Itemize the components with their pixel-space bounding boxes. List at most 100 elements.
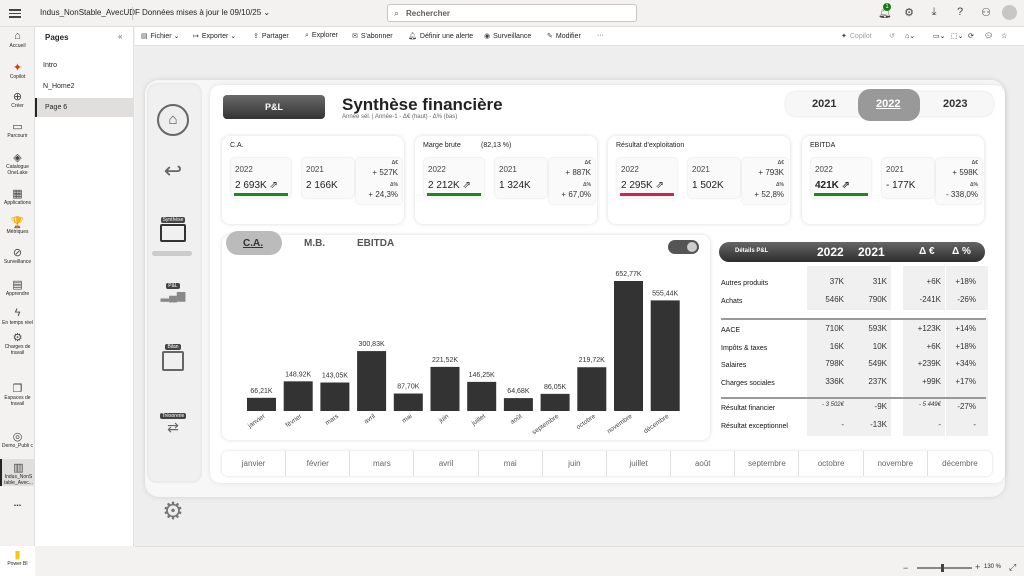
year-2021[interactable]: 2021 <box>812 98 837 110</box>
toggle-switch[interactable] <box>668 240 699 254</box>
bar-mars[interactable] <box>320 382 350 411</box>
more-button[interactable]: ··· <box>597 32 604 39</box>
rail-item-applications[interactable]: ▦ Applications <box>0 187 35 206</box>
slicer-month-0[interactable]: janvier <box>222 451 287 476</box>
page-item-home2[interactable]: N_Home2 <box>43 83 75 90</box>
data-updated-dropdown[interactable]: Données mises à jour le 09/10/25 ⌄ <box>142 8 270 17</box>
bar-août[interactable] <box>503 398 533 411</box>
rail-item-apprendre[interactable]: ▤ Apprendre <box>0 278 35 297</box>
back-arrow-icon[interactable]: ↩ <box>163 158 183 183</box>
rail-item-cr-er[interactable]: ⊕ Créer <box>0 90 35 109</box>
collapse-icon[interactable]: « <box>118 32 123 41</box>
avatar[interactable] <box>1002 5 1017 20</box>
rail-item-surveillance[interactable]: ⊘ Surveillance <box>0 246 35 265</box>
kpi-previous-box: 2021 - 177K <box>882 158 934 198</box>
slicer-month-7[interactable]: août <box>671 451 736 476</box>
slicer-month-4[interactable]: mai <box>479 451 543 476</box>
tab-ebitda[interactable]: EBITDA <box>357 238 395 249</box>
surveillance-button[interactable]: ◉ Surveillance <box>484 33 532 40</box>
bookmark-icon[interactable]: ⌂⌄ <box>905 33 916 40</box>
set-alert-button[interactable]: 🔔︎ Définir une alerte <box>408 33 474 40</box>
star-icon[interactable]: ☆ <box>1001 33 1008 40</box>
slicer-month-8[interactable]: septembre <box>735 451 800 476</box>
nav-pl[interactable]: P&L ▂▄▆ <box>157 279 189 302</box>
rail-item-demo-publi-c[interactable]: ◎ Demo_Publi c <box>0 430 35 449</box>
slicer-month-2[interactable]: mars <box>350 451 415 476</box>
rail-item-more[interactable]: ... <box>0 499 35 508</box>
rail-item-copilot[interactable]: ✦ Copilot <box>0 61 35 80</box>
comment-icon[interactable]: 💬︎ <box>984 33 993 40</box>
rail-item-power-bi[interactable]: ▮ Power BI <box>0 546 35 576</box>
slicer-month-11[interactable]: décembre <box>942 459 978 468</box>
bar-novembre[interactable] <box>614 281 643 411</box>
tab-mb[interactable]: M.B. <box>304 238 326 249</box>
pl-row-delta-pct: +34% <box>955 359 976 368</box>
bar-mai[interactable] <box>393 393 423 411</box>
download-icon[interactable]: ⤓ <box>931 6 937 18</box>
copilot-button[interactable]: ✦ Copilot <box>841 33 872 40</box>
slicer-month-9[interactable]: octobre <box>800 451 864 476</box>
bar-juin[interactable] <box>430 366 460 411</box>
rail-item-indus-nons-table-avec[interactable]: ▥ Indus_NonS table_Avec... <box>0 459 35 486</box>
share-button[interactable]: ⇪ Partager <box>253 33 289 40</box>
rail-item-charges-de-travail[interactable]: ⚙ Charges de travail <box>0 331 35 356</box>
bar-février[interactable] <box>283 381 313 411</box>
bar-juillet[interactable] <box>467 381 497 411</box>
fit-page-icon[interactable]: ⤢ <box>1009 562 1017 572</box>
gear-icon[interactable]: ⚙ <box>904 7 914 19</box>
tab-ca[interactable]: C.A. <box>243 238 263 249</box>
rail-item-parcourir[interactable]: ▭ Parcourir <box>0 120 35 139</box>
home-icon[interactable]: ⌂ <box>157 104 189 136</box>
people-icon[interactable]: ⚇ <box>981 7 991 19</box>
pl-row-label: Salaires <box>721 362 747 369</box>
subscribe-button[interactable]: ✉ S'abonner <box>352 33 393 40</box>
nav-bilan[interactable]: Bilan <box>157 340 189 371</box>
app-launcher-icon[interactable] <box>9 9 21 19</box>
help-icon[interactable]: ? <box>956 6 964 18</box>
rail-item-en-temps-r-el[interactable]: ϟ En temps réel <box>0 307 35 326</box>
slicer-month-3[interactable]: avril <box>415 451 479 476</box>
year-2023[interactable]: 2023 <box>943 98 968 110</box>
rail-parcourir-icon: ▭ <box>12 121 23 133</box>
bar-janvier[interactable] <box>247 397 276 411</box>
report-title[interactable]: Indus_NonStable_AvecUDF <box>40 8 140 17</box>
zoom-in-icon[interactable]: + <box>975 562 981 572</box>
bar-avril[interactable] <box>357 351 387 411</box>
month-slicer <box>222 451 992 476</box>
slicer-month-10[interactable]: novembre <box>864 451 928 476</box>
fit-icon[interactable]: ⬚⌄ <box>951 33 964 40</box>
bar-chart-icon: ▂▄▆ <box>160 290 186 302</box>
zoom-slider-knob[interactable] <box>941 564 944 572</box>
nav-tresorerie[interactable]: Trésorerie ⇄ <box>157 409 189 436</box>
explore-button[interactable]: ⌕ Explorer <box>305 32 338 39</box>
nav-synthese[interactable]: Synthèse <box>157 213 189 242</box>
page-item-intro[interactable]: Intro <box>43 62 58 69</box>
zoom-out-icon[interactable]: − <box>903 563 909 573</box>
rail-item-catalogue-onelake[interactable]: ◈ Catalogue OneLake <box>0 151 35 176</box>
refresh-icon[interactable]: ⟳ <box>968 33 974 40</box>
view-icon[interactable]: ▭⌄ <box>933 33 946 40</box>
bar-décembre[interactable] <box>650 300 680 411</box>
page-item-page6[interactable]: Page 6 <box>35 98 133 117</box>
pl-separator <box>721 397 986 399</box>
reset-icon[interactable]: ↺ <box>889 33 895 40</box>
slicer-month-1[interactable]: février <box>286 451 351 476</box>
edit-button[interactable]: ✎ Modifier <box>547 33 581 40</box>
pl-button[interactable]: P&L <box>223 95 325 119</box>
slicer-month-6[interactable]: juillet <box>607 451 672 476</box>
bar-octobre[interactable] <box>577 367 607 411</box>
zoom-slider[interactable] <box>917 567 972 569</box>
bar-septembre[interactable] <box>540 393 570 411</box>
export-menu[interactable]: ↦ Exporter ⌄ <box>193 33 237 40</box>
settings-gear-icon[interactable]: ⚙ <box>162 498 184 525</box>
bar-value-label: 87,70K <box>397 384 420 391</box>
x-tick-label: décembre <box>643 413 671 436</box>
search-input[interactable]: ⌕ Rechercher <box>387 4 637 22</box>
slicer-month-5[interactable]: juin <box>543 451 607 476</box>
file-menu[interactable]: ▤ Fichier ⌄ <box>141 33 180 40</box>
rail-item-accueil[interactable]: ⌂ Accueil <box>0 30 35 49</box>
bar-value-label: 555,44K <box>652 290 678 297</box>
year-2022[interactable]: 2022 <box>876 98 901 110</box>
rail-item-espaces-de-travail[interactable]: ❐ Espaces de travail <box>0 382 35 407</box>
rail-item-m-triques[interactable]: 🏆 Métriques <box>0 216 35 235</box>
